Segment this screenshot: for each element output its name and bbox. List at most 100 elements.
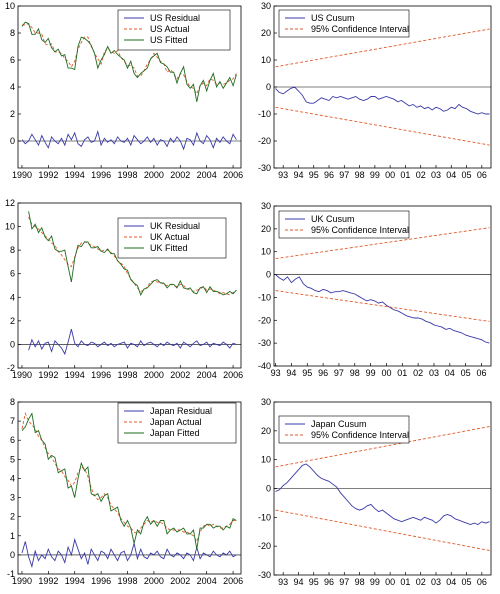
y-tick-label: 2 xyxy=(10,512,15,522)
y-tick-label: 2 xyxy=(10,109,15,119)
x-tick-label: 93 xyxy=(278,577,288,587)
y-tick-label: -20 xyxy=(258,315,271,325)
x-tick-label: 2000 xyxy=(144,370,164,380)
x-tick-label: 98 xyxy=(350,368,360,378)
x-tick-label: 96 xyxy=(318,368,328,378)
legend-label: US Fitted xyxy=(150,35,188,45)
series-line-fitted xyxy=(21,21,237,102)
x-tick-label: 01 xyxy=(400,577,410,587)
series-line-band xyxy=(275,227,490,260)
x-tick-label: 1996 xyxy=(91,576,111,586)
legend-label: UK Residual xyxy=(150,221,200,231)
legend-label: Japan Residual xyxy=(150,406,212,416)
y-tick-label: 4 xyxy=(10,82,15,92)
x-tick-label: 06 xyxy=(477,577,487,587)
x-tick-label: 95 xyxy=(302,368,312,378)
series-line-band xyxy=(275,426,490,468)
x-tick-label: 1996 xyxy=(91,170,111,180)
y-tick-label: -20 xyxy=(258,136,271,146)
y-tick-label: -2 xyxy=(7,363,15,373)
y-tick-label: 10 xyxy=(261,55,271,65)
legend-label: US Residual xyxy=(150,13,200,23)
x-tick-label: 00 xyxy=(385,577,395,587)
x-tick-label: 1996 xyxy=(91,370,111,380)
x-tick-label: 99 xyxy=(370,170,380,180)
x-tick-label: 00 xyxy=(381,368,391,378)
x-tick-label: 2006 xyxy=(223,170,243,180)
x-tick-label: 2000 xyxy=(144,170,164,180)
series-line-band-lower xyxy=(275,106,490,146)
x-tick-label: 1998 xyxy=(118,170,138,180)
legend-label: 95% Confidence Interval xyxy=(311,430,409,440)
y-tick-label: 20 xyxy=(261,224,271,234)
series-line-residual xyxy=(21,537,237,569)
y-tick-label: -20 xyxy=(258,541,271,551)
legend-label: US Actual xyxy=(150,24,190,34)
y-tick-label: -10 xyxy=(258,512,271,522)
series-line-fitted xyxy=(28,211,237,296)
x-tick-label: 04 xyxy=(446,170,456,180)
y-tick-label: 10 xyxy=(5,222,15,232)
legend-label: 95% Confidence Interval xyxy=(311,225,409,235)
x-tick-label: 99 xyxy=(370,577,380,587)
x-tick-label: 93 xyxy=(271,368,281,378)
x-tick-label: 2000 xyxy=(144,576,164,586)
series-line-band-lower xyxy=(275,290,490,322)
x-tick-label: 05 xyxy=(462,577,472,587)
x-tick-label: 2004 xyxy=(197,370,217,380)
y-tick-label: -30 xyxy=(258,338,271,348)
y-tick-label: 20 xyxy=(261,426,271,436)
x-tick-label: 1994 xyxy=(65,576,85,586)
y-tick-label: 7 xyxy=(10,416,15,426)
legend-box xyxy=(117,9,231,51)
y-tick-label: 30 xyxy=(261,397,271,407)
japan-fit-chart: -1 0 1 2 3 4 5 6 7 8 1990 1992 1994 1996 1998 2000 2002 2… xyxy=(7,397,243,586)
legend-box xyxy=(117,402,237,444)
legend-label: UK Actual xyxy=(150,232,190,242)
y-tick-label: 6 xyxy=(10,269,15,279)
x-tick-label: 1992 xyxy=(38,370,58,380)
x-tick-label: 2002 xyxy=(170,170,190,180)
x-tick-label: 04 xyxy=(446,577,456,587)
x-tick-label: 97 xyxy=(339,170,349,180)
y-tick-label: 20 xyxy=(261,28,271,38)
series-line-cusum xyxy=(275,274,490,344)
us-fit-chart: 0 2 4 6 8 10 1990 1992 1994 1996 1998 2000 2002 2004 2… xyxy=(5,1,243,180)
series-line-cusum xyxy=(275,463,490,526)
y-tick-label: 30 xyxy=(261,201,271,211)
x-tick-label: 1990 xyxy=(12,170,32,180)
x-tick-label: 03 xyxy=(431,577,441,587)
legend-label: Japan Fitted xyxy=(150,428,200,438)
x-tick-label: 2002 xyxy=(170,370,190,380)
x-tick-label: 06 xyxy=(476,368,486,378)
series-line-cusum xyxy=(275,86,490,115)
x-tick-label: 99 xyxy=(366,368,376,378)
x-tick-label: 02 xyxy=(416,170,426,180)
x-tick-label: 2004 xyxy=(197,576,217,586)
x-tick-label: 2002 xyxy=(170,576,190,586)
y-tick-label: 8 xyxy=(10,397,15,407)
y-tick-label: 6 xyxy=(10,435,15,445)
y-tick-label: 30 xyxy=(261,1,271,11)
y-tick-label: 0 xyxy=(10,136,15,146)
legend-box xyxy=(278,9,410,38)
y-tick-label: 0 xyxy=(10,339,15,349)
x-tick-label: 1994 xyxy=(65,370,85,380)
series-line-band xyxy=(275,28,490,68)
x-tick-label: 94 xyxy=(286,368,296,378)
y-tick-label: 12 xyxy=(5,198,15,208)
y-tick-label: -10 xyxy=(258,292,271,302)
y-tick-label: 8 xyxy=(10,28,15,38)
y-tick-label: 0 xyxy=(266,82,271,92)
x-tick-label: 2006 xyxy=(223,370,243,380)
x-tick-label: 02 xyxy=(413,368,423,378)
x-tick-label: 97 xyxy=(339,577,349,587)
x-tick-label: 98 xyxy=(355,170,365,180)
x-tick-label: 05 xyxy=(461,368,471,378)
x-tick-label: 95 xyxy=(309,577,319,587)
